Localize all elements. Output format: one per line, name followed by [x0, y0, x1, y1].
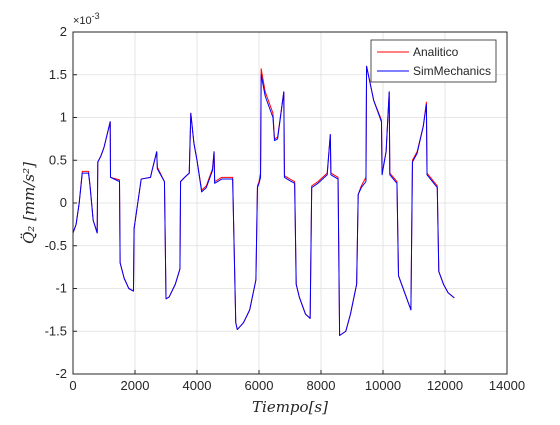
- y-exponent-base: ×10: [73, 15, 92, 27]
- x-tick-label: 12000: [427, 378, 463, 393]
- y-tick-label: 2: [60, 24, 67, 39]
- y-exponent-power: -3: [92, 11, 100, 21]
- x-tick-label: 0: [69, 378, 76, 393]
- y-tick-label: -1: [55, 281, 67, 296]
- x-tick-label: 2000: [121, 378, 150, 393]
- y-tick-label: 0: [60, 195, 67, 210]
- y-tick-label: 0.5: [49, 152, 67, 167]
- x-tick-label: 4000: [183, 378, 212, 393]
- x-tick-label: 10000: [365, 378, 401, 393]
- y-tick-label: -2: [55, 366, 67, 381]
- legend-label-simmechanics: SimMechanics: [413, 64, 491, 78]
- legend-box: [370, 39, 497, 83]
- y-tick-label: 1.5: [49, 67, 67, 82]
- x-axis: 0 2000 4000 6000 8000 10000 12000 14000: [69, 370, 525, 393]
- x-axis-label: Tiempo[s]: [252, 398, 328, 416]
- y-tick-label: -1.5: [45, 323, 67, 338]
- series-layer: [72, 65, 455, 337]
- series-line-simmechanics: [72, 65, 455, 337]
- y-tick-label: 1: [60, 110, 67, 125]
- legend-label-analitico: Analitico: [413, 45, 459, 59]
- y-axis-exponent: ×10-3: [73, 11, 100, 27]
- x-tick-label: 14000: [489, 378, 525, 393]
- legend: Analitico SimMechanics: [370, 39, 497, 83]
- y-axis: -2 -1.5 -1 -0.5 0 0.5 1 1.5 2: [45, 24, 77, 381]
- x-tick-label: 8000: [307, 378, 336, 393]
- x-tick-label: 6000: [245, 378, 274, 393]
- y-axis-label: Q̈₂ [mm/s²]: [20, 162, 38, 244]
- y-tick-label: -0.5: [45, 238, 67, 253]
